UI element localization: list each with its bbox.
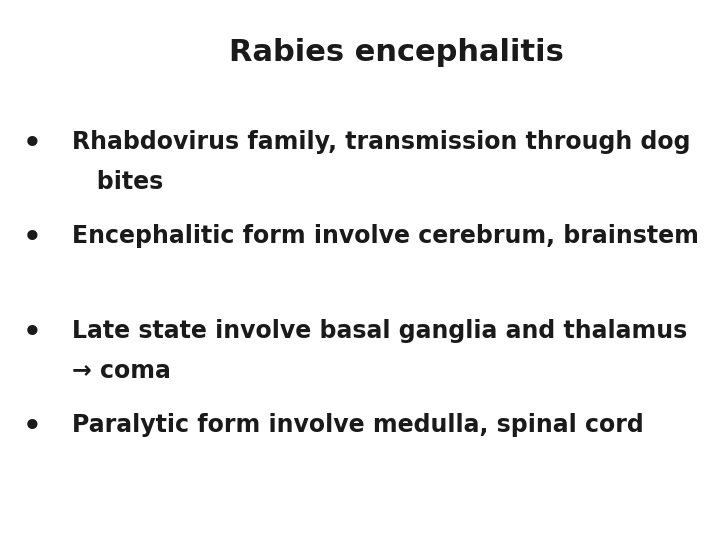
Text: Rabies encephalitis: Rabies encephalitis [228,38,564,67]
Text: Encephalitic form involve cerebrum, brainstem: Encephalitic form involve cerebrum, brai… [72,224,699,248]
Text: Paralytic form involve medulla, spinal cord: Paralytic form involve medulla, spinal c… [72,413,644,437]
Text: •: • [23,130,42,158]
Text: •: • [23,413,42,441]
Text: → coma: → coma [72,359,171,383]
Text: •: • [23,319,42,347]
Text: Late state involve basal ganglia and thalamus: Late state involve basal ganglia and tha… [72,319,688,342]
Text: •: • [23,224,42,252]
Text: bites: bites [72,170,163,194]
Text: Rhabdovirus family, transmission through dog: Rhabdovirus family, transmission through… [72,130,690,153]
